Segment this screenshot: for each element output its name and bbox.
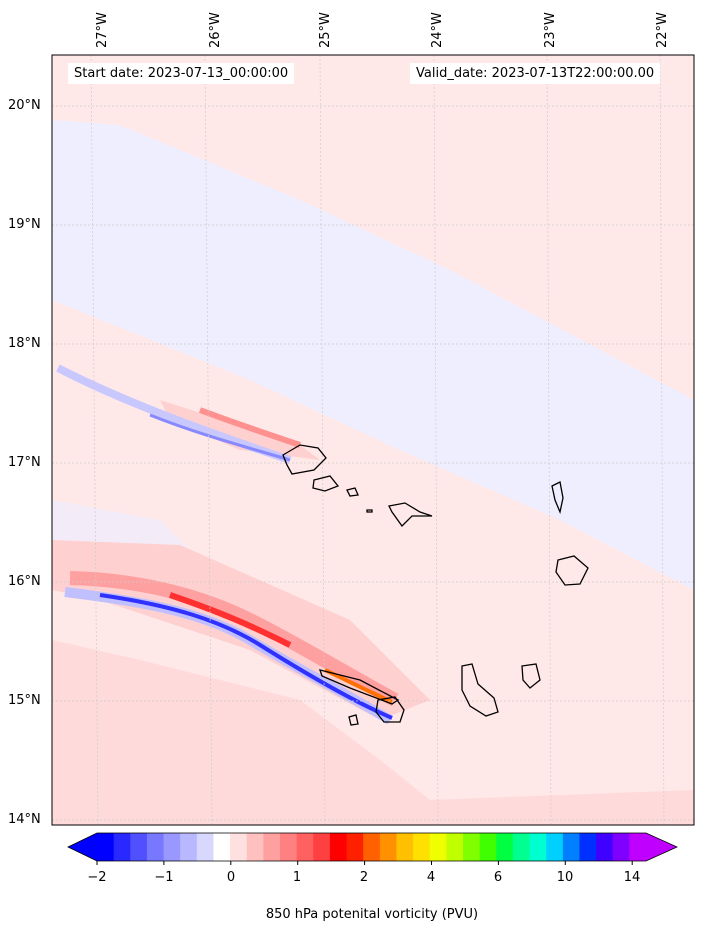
colorbar-tick-label: 4	[426, 870, 436, 885]
colorbar-segment	[579, 833, 597, 861]
colorbar-segment	[130, 833, 148, 861]
colorbar-segment	[512, 833, 531, 861]
colorbar-segment	[280, 833, 298, 861]
colorbar-segment	[562, 833, 580, 861]
negative-pv-band	[52, 120, 694, 590]
lat-label: 18°N	[8, 336, 41, 351]
wake-red-south-core	[169, 592, 292, 648]
colorbar-label: 850 hPa potenital vorticity (PVU)	[265, 907, 479, 922]
start-date-box: Start date: 2023-07-13_00:00:00	[68, 63, 295, 84]
lon-label: 23°W	[543, 12, 558, 48]
colorbar-segment	[596, 833, 614, 861]
colorbar-tick-label: 2	[359, 870, 369, 885]
wake-red-north	[198, 407, 301, 448]
lat-label: 15°N	[8, 693, 41, 708]
colorbar-segment	[246, 833, 264, 861]
lon-label: 26°W	[208, 12, 223, 48]
colorbar-segment	[180, 833, 198, 861]
colorbar-segment	[479, 833, 497, 861]
colorbar	[67, 832, 678, 865]
lat-label: 16°N	[8, 574, 41, 589]
island-fogo-contour	[319, 669, 400, 705]
lat-label: 14°N	[8, 812, 41, 827]
wake-blue-south-core	[99, 593, 393, 720]
colorbar-extend-min	[68, 833, 97, 861]
colorbar-segment	[346, 833, 364, 861]
colorbar-segment	[463, 833, 481, 861]
island-maio	[521, 663, 541, 689]
island-brava	[348, 714, 359, 726]
positive-pv-patch-north	[160, 400, 320, 460]
lon-label: 24°W	[430, 12, 445, 48]
colorbar-segment	[546, 833, 564, 861]
island-boa-vista	[555, 555, 589, 586]
map-frame	[51, 54, 695, 826]
colorbar-segment	[263, 833, 281, 861]
colorbar-segment	[612, 833, 630, 861]
colorbar-segment	[379, 833, 397, 861]
lat-label: 17°N	[8, 455, 41, 470]
wake-blue-north-core	[149, 413, 291, 462]
colorbar-segment	[446, 833, 464, 861]
island-sal	[551, 481, 564, 515]
colorbar-segment	[296, 833, 314, 861]
colorbar-tick-label: 6	[493, 870, 503, 885]
island-raso	[366, 509, 373, 513]
colorbar-segment	[213, 833, 231, 861]
valid-date-box: Valid_date: 2023-07-13T22:00:00.00	[410, 63, 661, 84]
wake-red-south	[69, 571, 399, 707]
island-fogo	[375, 696, 405, 723]
lon-label: 22°W	[655, 12, 670, 48]
colorbar-segment	[196, 833, 214, 861]
colorbar-segment	[396, 833, 414, 861]
colorbar-segment	[113, 833, 131, 861]
island-sao-nicolau	[388, 502, 433, 528]
colorbar-tick-label: −1	[154, 870, 174, 885]
colorbar-segment	[413, 833, 431, 861]
colorbar-tick-label: −2	[87, 870, 107, 885]
colorbar-segment	[529, 833, 547, 861]
island-sao-vicente	[312, 475, 340, 492]
colorbar-segment	[496, 833, 514, 861]
lat-label: 20°N	[8, 98, 41, 113]
colorbar-segment	[97, 833, 115, 861]
island-santiago	[461, 663, 499, 717]
colorbar-segment	[629, 833, 647, 861]
colorbar-segment	[329, 833, 348, 861]
colorbar-tick-label: 1	[292, 870, 302, 885]
colorbar-extend-max	[646, 833, 677, 861]
island-santa-luzia	[346, 487, 359, 497]
lon-label: 25°W	[318, 12, 333, 48]
colorbar-segment	[363, 833, 381, 861]
lat-label: 19°N	[8, 217, 41, 232]
colorbar-segment	[230, 833, 248, 861]
positive-pv-patch-south	[52, 640, 694, 825]
colorbar-tick-label: 14	[623, 870, 641, 885]
island-santo-antao	[282, 444, 327, 475]
colorbar-segment	[146, 833, 165, 861]
colorbar-tick-label: 0	[226, 870, 236, 885]
colorbar-segment	[163, 833, 181, 861]
colorbar-tick-label: 10	[556, 870, 574, 885]
colorbar-segment	[429, 833, 447, 861]
lon-label: 27°W	[95, 12, 110, 48]
colorbar-segment	[313, 833, 331, 861]
